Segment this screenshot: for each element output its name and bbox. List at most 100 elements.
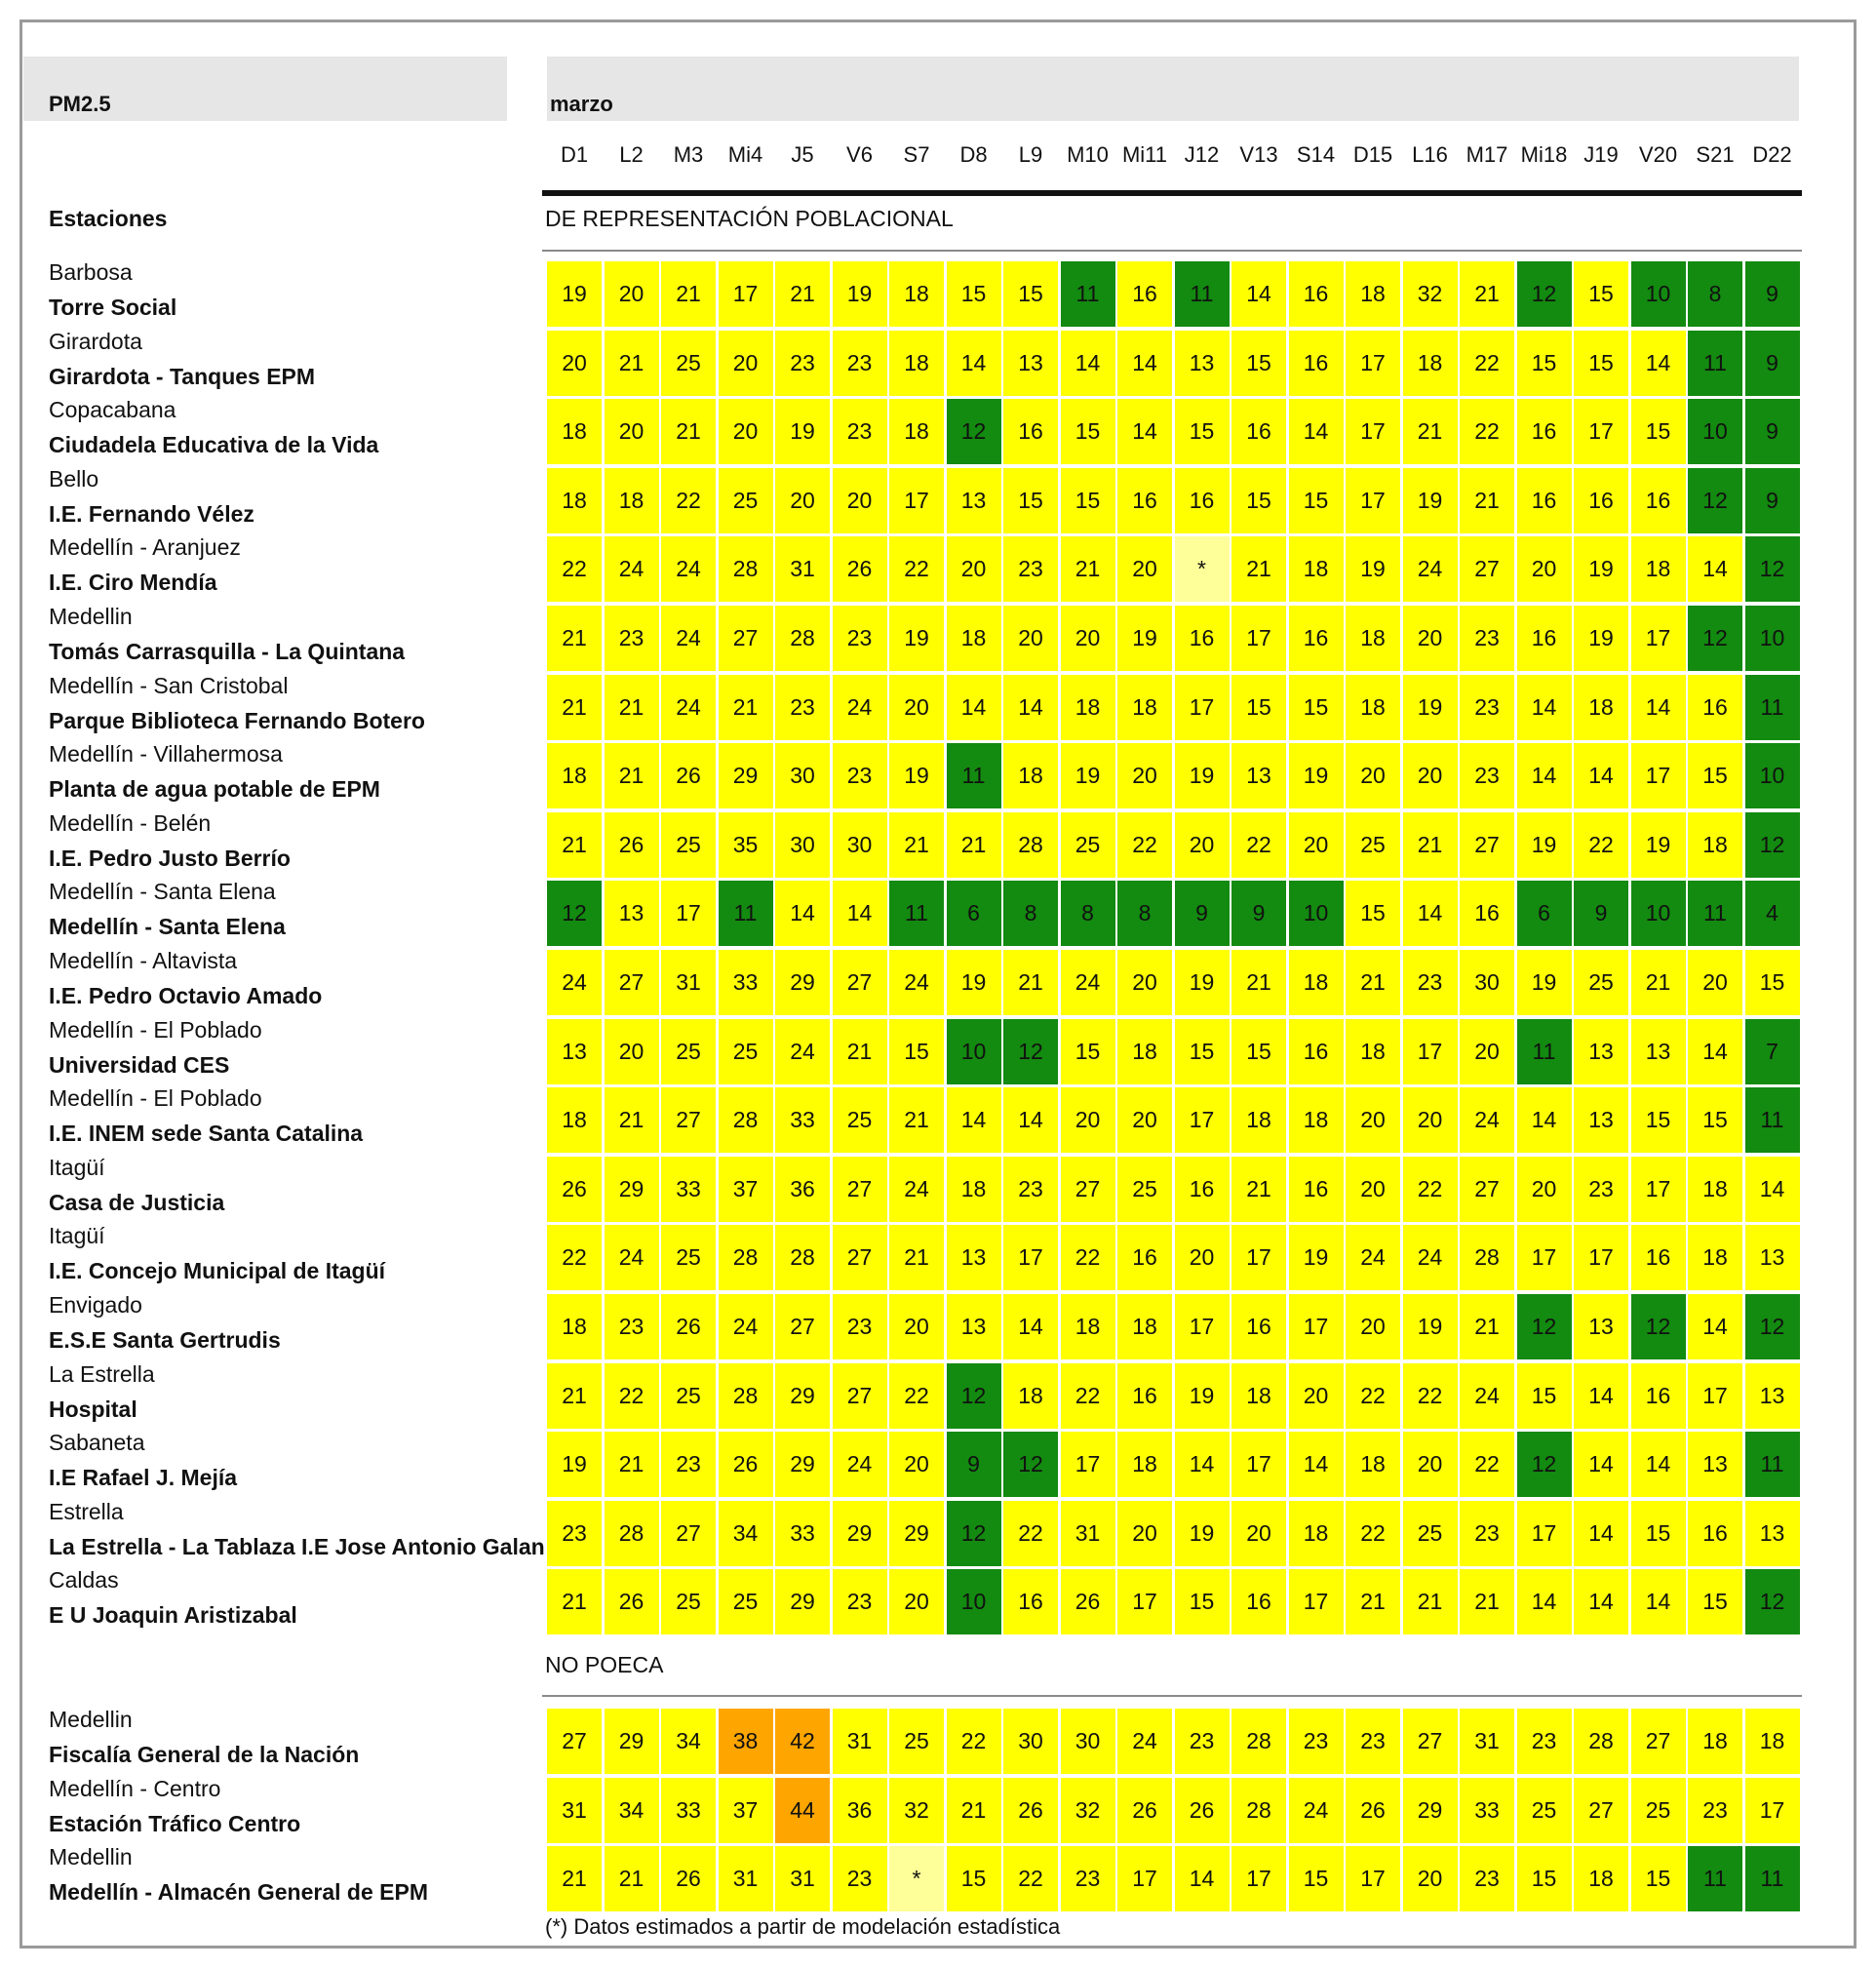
data-cell: 13 [547,1018,602,1084]
data-cell: 26 [832,536,887,603]
data-cell: 12 [1744,1294,1800,1359]
station-label: La Estrella - La Tablaza I.E Jose Antoni… [49,1533,545,1559]
data-cell: 14 [775,881,830,947]
data-cell: 10 [1744,606,1800,671]
data-cell: 20 [1231,1500,1286,1566]
data-cell: 24 [1060,950,1115,1015]
data-cell: 17 [1174,1087,1230,1154]
data-cell: 37 [718,1777,773,1843]
data-cell: 24 [1117,1709,1172,1774]
data-cell: 14 [1688,1018,1742,1084]
data-cell: 23 [1003,536,1058,603]
data-cell: 33 [661,1156,716,1222]
data-cell: 15 [1688,743,1742,809]
data-cell: 18 [1688,811,1742,878]
data-cell: 13 [946,1294,1001,1359]
data-cell: 18 [547,743,602,809]
data-cell: 17 [1231,1432,1286,1498]
data-cell: 20 [1003,606,1058,671]
data-cell: 12 [1003,1018,1058,1084]
data-cell: 18 [1574,1846,1628,1912]
data-cell: 15 [1574,261,1628,327]
data-cell: 16 [1288,1018,1344,1084]
data-cell: 16 [1231,1569,1286,1635]
data-cell: 36 [775,1156,830,1222]
day-label: D1 [560,142,589,167]
data-cell: 27 [832,1225,887,1291]
data-cell: 28 [604,1500,659,1566]
data-cell: 7 [1744,1018,1800,1084]
data-cell: 21 [1231,536,1286,603]
data-cell: 23 [1346,1709,1400,1774]
data-cell: 13 [1630,1018,1686,1084]
data-cell: 17 [1346,467,1400,533]
data-cell: * [889,1846,944,1912]
pollutant-title: PM2.5 [49,92,111,116]
data-cell: 27 [604,950,659,1015]
data-cell: 24 [547,950,602,1015]
data-cell: 18 [1346,674,1400,740]
data-cell: 20 [889,1432,944,1498]
data-cell: 12 [1744,811,1800,878]
data-cell: 24 [1460,1362,1514,1429]
data-cell: 24 [775,1018,830,1084]
day-label: J12 [1184,142,1220,167]
data-cell: 20 [1117,1087,1172,1154]
data-cell: 16 [1688,1500,1742,1566]
data-cell: 21 [775,261,830,327]
data-cell: 23 [1460,743,1514,809]
data-cell: 12 [946,399,1001,465]
data-cell: 27 [1060,1156,1115,1222]
data-cell: 22 [1060,1362,1115,1429]
station-label: E.S.E Santa Gertrudis [49,1327,281,1353]
municipality-label: Barbosa [49,259,133,285]
data-cell: 18 [1688,1225,1742,1291]
data-cell: 19 [1516,950,1572,1015]
data-cell: 16 [1288,330,1344,396]
data-cell: 12 [946,1500,1001,1566]
data-cell: 17 [1346,1846,1400,1912]
data-cell: 13 [1744,1500,1800,1566]
data-cell: 22 [1574,811,1628,878]
data-cell: 11 [1516,1018,1572,1084]
data-cell: 20 [1346,1156,1400,1222]
data-cell: 24 [1402,536,1458,603]
data-cell: 23 [1688,1777,1742,1843]
data-cell: 12 [1003,1432,1058,1498]
data-cell: 16 [1174,467,1230,533]
data-cell: 11 [718,881,773,947]
data-cell: 16 [1174,1156,1230,1222]
data-cell: 25 [1402,1500,1458,1566]
data-cell: 15 [1744,950,1800,1015]
data-cell: 20 [1060,1087,1115,1154]
data-cell: 23 [832,606,887,671]
data-cell: 23 [775,674,830,740]
data-cell: 20 [1402,1846,1458,1912]
data-cell: 18 [889,261,944,327]
data-cell: 20 [889,1569,944,1635]
data-cell: 29 [718,743,773,809]
data-cell: 17 [1402,1018,1458,1084]
data-cell: 14 [1574,1432,1628,1498]
day-label: Mi18 [1520,142,1568,167]
data-cell: 11 [1744,1087,1800,1154]
data-cell: 32 [1402,261,1458,327]
data-cell: 17 [1288,1294,1344,1359]
data-cell: 21 [604,1087,659,1154]
data-cell: 17 [661,881,716,947]
data-cell: 18 [946,1156,1001,1222]
data-cell: 11 [1688,330,1742,396]
data-cell: 15 [1231,467,1286,533]
data-cell: 15 [1060,467,1115,533]
data-cell: 31 [775,536,830,603]
day-label: S7 [903,142,930,167]
data-cell: 21 [1460,1294,1514,1359]
data-cell: 22 [1402,1362,1458,1429]
data-cell: 19 [1117,606,1172,671]
station-label: Girardota - Tanques EPM [49,363,316,389]
data-cell: 15 [1288,674,1344,740]
data-cell: 18 [1288,1087,1344,1154]
data-cell: 27 [1460,811,1514,878]
day-label: D15 [1352,142,1393,167]
data-cell: 20 [1402,1432,1458,1498]
